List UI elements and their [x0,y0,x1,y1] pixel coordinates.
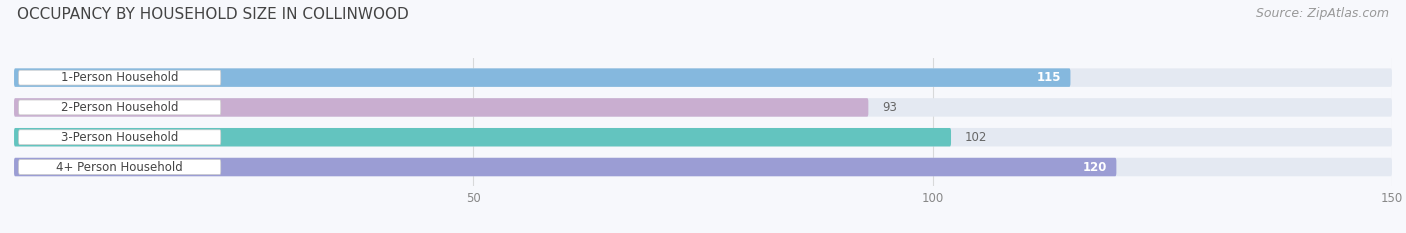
FancyBboxPatch shape [18,70,221,85]
Text: Source: ZipAtlas.com: Source: ZipAtlas.com [1256,7,1389,20]
Text: 1-Person Household: 1-Person Household [60,71,179,84]
Text: 115: 115 [1036,71,1062,84]
FancyBboxPatch shape [18,130,221,145]
Text: 120: 120 [1083,161,1107,174]
Text: 2-Person Household: 2-Person Household [60,101,179,114]
FancyBboxPatch shape [14,128,1392,147]
FancyBboxPatch shape [14,158,1392,176]
Text: 3-Person Household: 3-Person Household [60,131,179,144]
FancyBboxPatch shape [18,160,221,175]
FancyBboxPatch shape [14,158,1116,176]
Text: OCCUPANCY BY HOUSEHOLD SIZE IN COLLINWOOD: OCCUPANCY BY HOUSEHOLD SIZE IN COLLINWOO… [17,7,409,22]
FancyBboxPatch shape [14,68,1392,87]
FancyBboxPatch shape [18,100,221,115]
FancyBboxPatch shape [14,98,869,117]
FancyBboxPatch shape [14,98,1392,117]
Text: 4+ Person Household: 4+ Person Household [56,161,183,174]
FancyBboxPatch shape [14,128,950,147]
FancyBboxPatch shape [14,68,1070,87]
Text: 93: 93 [882,101,897,114]
Text: 102: 102 [965,131,987,144]
